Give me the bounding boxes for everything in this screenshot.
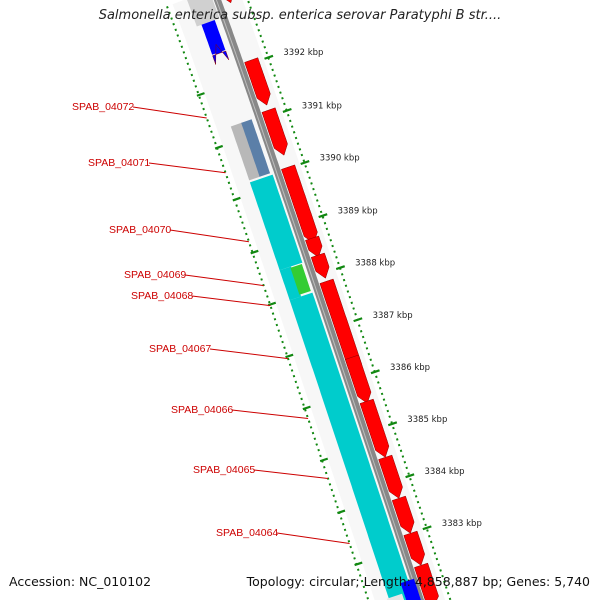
scale-tick-label: 3391 kbp: [302, 101, 342, 111]
feature-grey: [230, 122, 261, 181]
scale-tick-major: [422, 525, 432, 531]
inner-scale-tick: [250, 249, 259, 255]
inner-scale-tick: [354, 561, 363, 567]
scale-tick-label: 3390 kbp: [320, 154, 360, 164]
gene-arrow-forward[interactable]: [209, 0, 235, 4]
cds-feature: [249, 174, 303, 271]
genome-summary: Topology: circular; Length: 4,858,887 bp…: [246, 574, 590, 589]
cds-feature: [289, 292, 415, 600]
gene-label-leader: [148, 162, 226, 174]
gene-label-leader: [209, 348, 289, 360]
scale-tick-label: 3383 kbp: [442, 519, 482, 529]
genome-title: Salmonella enterica subsp. enterica sero…: [98, 8, 502, 23]
scale-tick-major: [318, 213, 328, 219]
inner-scale-tick: [319, 457, 329, 463]
inner-scale-tick: [196, 92, 205, 97]
scale-tick-major: [353, 317, 363, 323]
scale-tick-label: 3389 kbp: [338, 207, 378, 217]
backbone-highlight: [215, 0, 420, 600]
scale-tick-major: [387, 421, 398, 427]
scale-tick-label: 3386 kbp: [390, 363, 430, 373]
gene-label-leader: [276, 532, 350, 544]
rna-feature: [290, 264, 311, 295]
gene-label[interactable]: SPAB_04067: [149, 343, 211, 355]
feature-pseudo: [241, 119, 271, 177]
feature-grey-top: [187, 0, 220, 27]
inner-scale-tick: [232, 196, 241, 202]
gene-label-leader: [169, 229, 249, 243]
scale-tick-label: 3384 kbp: [425, 467, 465, 477]
scale-tick-major: [405, 473, 415, 479]
gene-label[interactable]: SPAB_04066: [171, 404, 233, 416]
inner-scale-tick: [285, 353, 294, 359]
gene-arrow-forward[interactable]: [378, 454, 403, 499]
inner-scale-tick: [214, 144, 224, 150]
gene-arrow-forward[interactable]: [403, 530, 425, 566]
gene-label[interactable]: SPAB_04068: [131, 290, 193, 302]
gene-label[interactable]: SPAB_04065: [193, 464, 255, 476]
gene-label-leader: [253, 469, 329, 479]
gene-label-leader: [184, 274, 264, 287]
gene-arrow-forward[interactable]: [305, 235, 323, 258]
gene-label[interactable]: SPAB_04069: [124, 269, 186, 281]
gene-arrow-forward[interactable]: [261, 107, 288, 156]
gene-label-leader: [191, 295, 271, 307]
gene-arrow-forward[interactable]: [391, 495, 415, 534]
scale-tick-major: [264, 54, 274, 60]
inner-scale-track: [166, 6, 370, 600]
inner-scale-tick: [267, 301, 277, 307]
gene-arrow-reverse[interactable]: [212, 43, 230, 65]
outer-scale-track: [246, 0, 452, 600]
cds-feature: [279, 266, 302, 301]
gene-arrow-forward[interactable]: [359, 398, 390, 458]
scale-tick-major: [370, 369, 380, 375]
scale-tick-major: [300, 160, 310, 166]
gene-arrow-forward[interactable]: [310, 252, 330, 279]
inner-scale-tick: [302, 405, 311, 411]
feature-grey-bottom: [386, 593, 405, 600]
genome-backbone: [213, 0, 425, 600]
gene-label[interactable]: SPAB_04070: [109, 224, 171, 236]
gene-arrow-reverse: [400, 578, 421, 600]
scale-tick-major: [335, 265, 346, 271]
accession-info: Accession: NC_010102: [9, 574, 152, 589]
gene-arrow-forward[interactable]: [414, 562, 439, 600]
gene-arrow-forward[interactable]: [244, 57, 271, 106]
gene-label[interactable]: SPAB_04071: [88, 157, 150, 169]
inner-scale-tick: [337, 509, 346, 515]
gene-arrow-forward[interactable]: [344, 354, 372, 404]
scale-tick-label: 3392 kbp: [283, 48, 323, 58]
scale-tick-label: 3388 kbp: [355, 259, 395, 269]
gene-label[interactable]: SPAB_04072: [72, 101, 134, 113]
gene-label-leader: [231, 409, 309, 419]
gene-label-leader: [132, 106, 207, 119]
scale-tick-label: 3387 kbp: [373, 311, 413, 321]
scale-tick-major: [282, 107, 292, 113]
gene-arrow-reverse: [201, 20, 226, 55]
scale-tick-label: 3385 kbp: [407, 415, 447, 425]
gene-label[interactable]: SPAB_04064: [216, 527, 278, 539]
